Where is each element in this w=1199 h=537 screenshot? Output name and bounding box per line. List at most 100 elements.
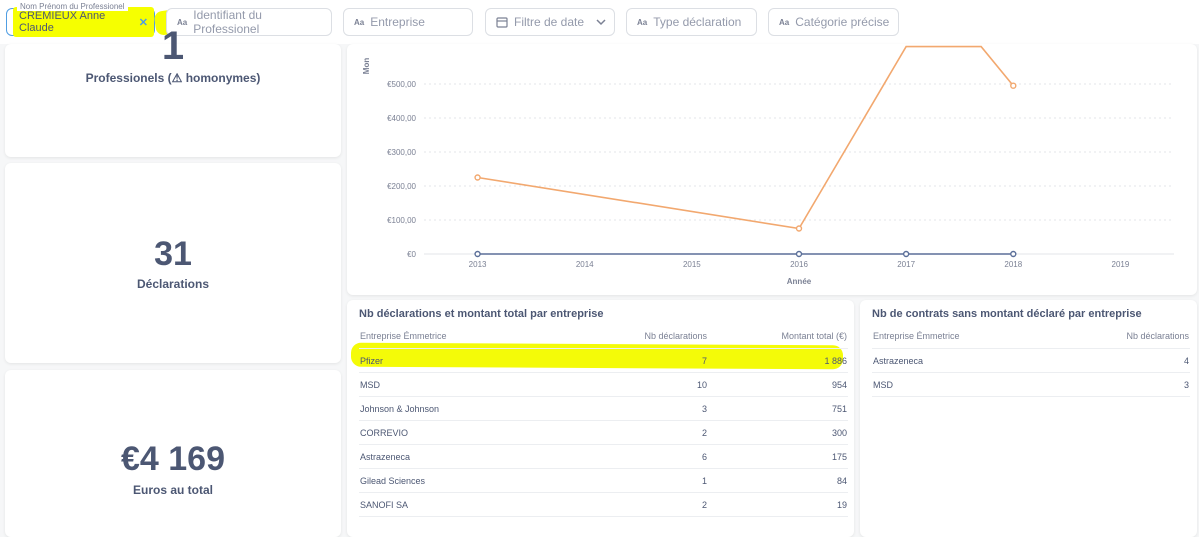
table-row[interactable]: MSD 10 954 xyxy=(359,372,848,397)
filter-entreprise[interactable]: Aa Entreprise xyxy=(343,8,473,36)
scalar-label: Euros au total xyxy=(132,483,213,497)
cell-amount: 175 xyxy=(708,444,848,469)
data-point xyxy=(902,250,910,258)
data-point xyxy=(474,174,481,181)
column-header[interactable]: Nb déclarations xyxy=(611,324,708,349)
table-title: Nb de contrats sans montant déclaré par … xyxy=(872,308,1142,320)
table-row[interactable]: MSD 3 xyxy=(872,372,1190,397)
filter-date[interactable]: Filtre de date xyxy=(485,8,615,36)
line-chart: €0 €100,00 €200,00 €300,00 €400,00 €500,00 201… xyxy=(362,45,1174,286)
text-icon: Aa xyxy=(779,17,790,27)
chevron-down-icon xyxy=(596,19,606,26)
y-tick-label: €400,00 xyxy=(387,114,416,123)
cell-entreprise: SANOFI SA xyxy=(359,492,611,517)
cell-count: 10 xyxy=(611,372,708,397)
filter-value: CREMIEUX Anne Claude xyxy=(19,10,106,34)
y-tick-label: €0 xyxy=(407,250,416,259)
filter-label: Catégorie précise xyxy=(795,15,890,29)
y-tick-label: €500,00 xyxy=(387,80,416,89)
cell-count: 1 xyxy=(611,468,708,493)
filter-type-declaration[interactable]: Aa Type déclaration xyxy=(626,8,757,36)
cell-amount: 19 xyxy=(708,492,848,517)
cell-amount: 1 886 xyxy=(708,348,848,373)
x-tick-label: 2013 xyxy=(469,260,487,269)
data-point xyxy=(474,250,481,258)
x-tick-label: 2014 xyxy=(576,260,594,269)
filter-categorie[interactable]: Aa Catégorie précise xyxy=(768,8,899,36)
cell-entreprise: MSD xyxy=(872,372,1056,397)
scalar-value: 31 xyxy=(154,235,192,273)
text-icon: Aa xyxy=(354,17,365,27)
cell-entreprise: Johnson & Johnson xyxy=(359,396,611,421)
scalar-value: €4 169 xyxy=(121,440,225,478)
calendar-icon xyxy=(496,17,508,28)
cell-entreprise: MSD xyxy=(359,372,611,397)
filter-label: Entreprise xyxy=(370,15,425,29)
table-row[interactable]: CORREVIO 2 300 xyxy=(359,420,848,445)
card-euros: €4 169 Euros au total xyxy=(5,370,341,537)
card-declarations: 31 Déclarations xyxy=(5,163,341,363)
cell-entreprise: Pfizer xyxy=(359,348,611,373)
table-row[interactable]: Johnson & Johnson 3 751 xyxy=(359,396,848,421)
x-tick-label: 2017 xyxy=(897,260,915,269)
y-tick-label: €100,00 xyxy=(387,216,416,225)
remove-filter-icon[interactable]: ✕ xyxy=(138,16,148,29)
filter-identifiant[interactable]: Aa Identifiant du Professionel xyxy=(166,8,332,36)
series-line xyxy=(477,45,1014,230)
filter-legend: Nom Prénom du Professionel xyxy=(17,2,128,11)
table-title: Nb déclarations et montant total par ent… xyxy=(359,308,604,320)
data-point xyxy=(1010,250,1017,258)
cell-count: 7 xyxy=(611,348,708,373)
filter-bar: Nom Prénom du Professionel CREMIEUX Anne… xyxy=(0,0,1199,44)
card-table-entreprises: Nb déclarations et montant total par ent… xyxy=(347,300,854,537)
column-header[interactable]: Montant total (€) xyxy=(708,324,848,349)
cell-amount: 300 xyxy=(708,420,848,445)
cell-count: 3 xyxy=(1055,372,1190,397)
y-tick-label: €300,00 xyxy=(387,148,416,157)
cell-entreprise: Astrazeneca xyxy=(359,444,611,469)
cell-count: 3 xyxy=(611,396,708,421)
cell-entreprise: Gilead Sciences xyxy=(359,468,611,493)
card-professionels: 1 Professionels (⚠ homonymes) xyxy=(5,24,341,157)
column-header[interactable]: Nb déclarations xyxy=(1055,324,1190,349)
cell-entreprise: Astrazeneca xyxy=(872,348,1056,373)
x-tick-label: 2018 xyxy=(1004,260,1022,269)
x-tick-label: 2019 xyxy=(1112,260,1130,269)
filter-label: Filtre de date xyxy=(514,15,585,29)
table-row[interactable]: Pfizer 7 1 886 xyxy=(359,348,848,373)
table-header-row: Entreprise Émmetrice Nb déclarations xyxy=(872,324,1190,349)
cell-amount: 751 xyxy=(708,396,848,421)
x-axis-label: Année xyxy=(787,277,812,286)
cell-count: 4 xyxy=(1055,348,1190,373)
table-row[interactable]: Astrazeneca 6 175 xyxy=(359,444,848,469)
scalar-label: Déclarations xyxy=(136,277,210,291)
x-tick-label: 2016 xyxy=(790,260,808,269)
filter-nom-prenom[interactable]: Nom Prénom du Professionel CREMIEUX Anne… xyxy=(6,2,155,37)
x-tick-label: 2015 xyxy=(683,260,701,269)
cell-amount: 954 xyxy=(708,372,848,397)
filter-value-pill[interactable]: CREMIEUX Anne Claude ✕ xyxy=(13,7,154,37)
data-point xyxy=(795,250,803,258)
data-point xyxy=(795,225,803,232)
column-header[interactable]: Entreprise Émmetrice xyxy=(359,324,611,349)
cell-count: 6 xyxy=(611,444,708,469)
card-line-chart: €0 €100,00 €200,00 €300,00 €400,00 €500,00 201… xyxy=(347,44,1197,295)
table: Entreprise Émmetrice Nb déclarations Mon… xyxy=(359,324,848,517)
y-tick-label: €200,00 xyxy=(387,182,416,191)
table-row[interactable]: Astrazeneca 4 xyxy=(872,348,1190,373)
table: Entreprise Émmetrice Nb déclarations Ast… xyxy=(872,324,1190,397)
table-row[interactable]: SANOFI SA 2 19 xyxy=(359,492,848,517)
table-row[interactable]: Gilead Sciences 1 84 xyxy=(359,468,848,493)
filter-label: Identifiant du Professionel xyxy=(193,8,262,36)
y-axis-label: Mon xyxy=(362,58,371,75)
cell-count: 2 xyxy=(611,420,708,445)
filter-label: Type déclaration xyxy=(653,15,742,29)
card-table-contrats: Nb de contrats sans montant déclaré par … xyxy=(860,300,1197,537)
cell-entreprise: CORREVIO xyxy=(359,420,611,445)
cell-amount: 84 xyxy=(708,468,848,493)
column-header[interactable]: Entreprise Émmetrice xyxy=(872,324,1056,349)
text-icon: Aa xyxy=(637,17,648,27)
text-icon: Aa xyxy=(177,17,188,27)
table-header-row: Entreprise Émmetrice Nb déclarations Mon… xyxy=(359,324,848,349)
data-point xyxy=(1010,82,1017,89)
